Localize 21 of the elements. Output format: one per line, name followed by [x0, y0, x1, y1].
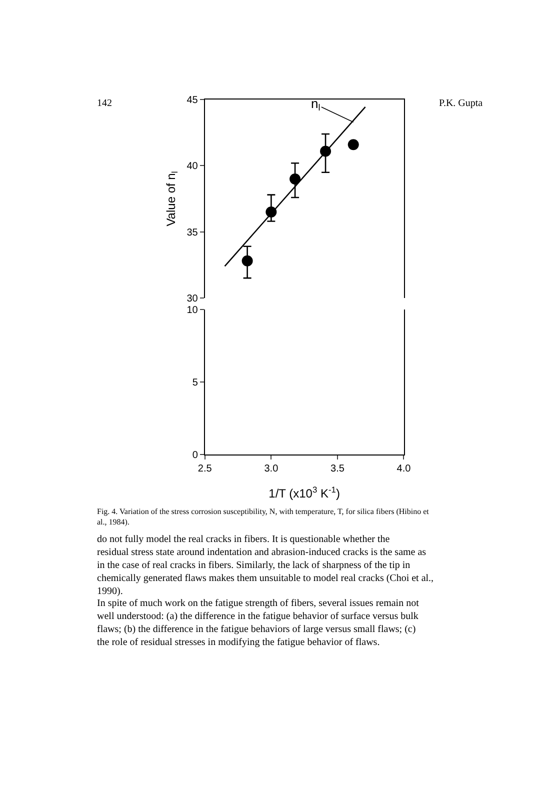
- text: do not fully model the real cracks in fibers. It is questionable whether the residual stress state around indentation and abrasion-induced cracks is the same as in the case of real cracks in fibers. Similarly, the lack of sharpness of the tip in chemically generated flaws makes them unsuitable to model real cracks (Choi et al., 1990).: [97, 534, 434, 597]
- x-axis-title: 1/T (x10$^{3}$ K$^{-1}$): [268, 484, 340, 501]
- x-tick-label: 4.0: [396, 464, 412, 475]
- text: 142: [97, 98, 112, 109]
- point: [348, 139, 359, 150]
- y-tick-label: 5: [192, 378, 198, 389]
- y-tick-label: 40: [186, 161, 198, 172]
- y-tick-label: 30: [186, 293, 198, 304]
- x-tick-label: 3.5: [330, 464, 345, 475]
- y-tick-label: 10: [186, 305, 198, 316]
- x-tick-label: 3.0: [264, 464, 279, 475]
- caption: Fig. 4. Variation of the stress corrosion susceptibility, N, with temperature, T, for silica fibers (Hibino et al., 1984).: [97, 507, 430, 526]
- y-tick-label: 0: [192, 450, 198, 462]
- y-tick-label: 45: [186, 95, 198, 106]
- x-tick-label: 2.5: [198, 464, 212, 475]
- point: [290, 173, 301, 184]
- annotation: n$_{l}$: [311, 96, 320, 113]
- y-tick-label: 35: [186, 227, 198, 238]
- point: [242, 255, 253, 266]
- text: P.K. Gupta: [439, 98, 484, 109]
- text: In spite of much work on the fatigue strength of fibers, several issues remain not well understood: (a) the difference in the fatigue behavior of surface versus bulk flaws; (b) the difference in the fatigue behaviors of large versus small flaws; (c) the role of residual stresses in modifying the fatigue behavior of flaws.: [97, 598, 420, 648]
